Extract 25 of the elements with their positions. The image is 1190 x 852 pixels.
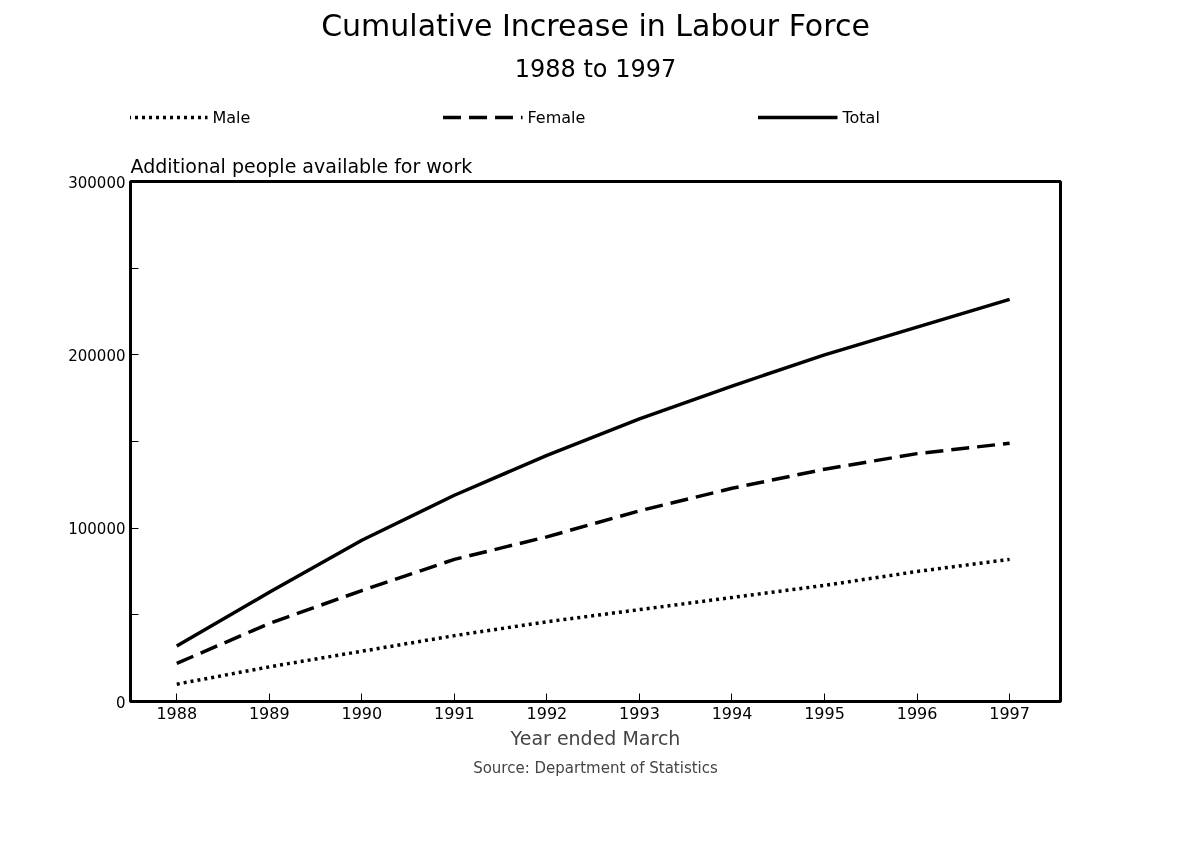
x-tick-label: 1993 xyxy=(619,703,660,723)
y-axis-title: Additional people available for work xyxy=(130,154,473,177)
legend-label: Female xyxy=(527,107,587,127)
y-tick-label: 0 xyxy=(115,693,126,712)
line-series xyxy=(175,557,1012,686)
x-tick-label: 1988 xyxy=(156,703,198,723)
x-tick-label: 1995 xyxy=(804,703,845,723)
legend-label: Total xyxy=(842,107,881,127)
x-tick-label: 1992 xyxy=(526,703,568,723)
x-tick-label: 1994 xyxy=(711,703,753,723)
y-tick-label: 200000 xyxy=(68,346,126,365)
y-tick-label: 100000 xyxy=(68,520,126,539)
chart-subtitle: 1988 to 1997 xyxy=(514,54,677,83)
x-axis-title: Year ended March xyxy=(509,726,681,749)
legend-label: Male xyxy=(212,107,252,127)
x-tick-label: 1996 xyxy=(896,703,938,723)
x-tick-label: 1989 xyxy=(248,703,290,723)
y-tick-label: 300000 xyxy=(68,173,126,192)
source-note: Source: Department of Statistics xyxy=(473,758,719,777)
x-tick-label: 1990 xyxy=(341,703,383,723)
line-series xyxy=(175,297,1012,648)
line-series xyxy=(175,441,1012,666)
chart-title: Cumulative Increase in Labour Force xyxy=(321,7,870,43)
x-tick-label: 1991 xyxy=(434,703,475,723)
x-tick-label: 1997 xyxy=(989,703,1030,723)
